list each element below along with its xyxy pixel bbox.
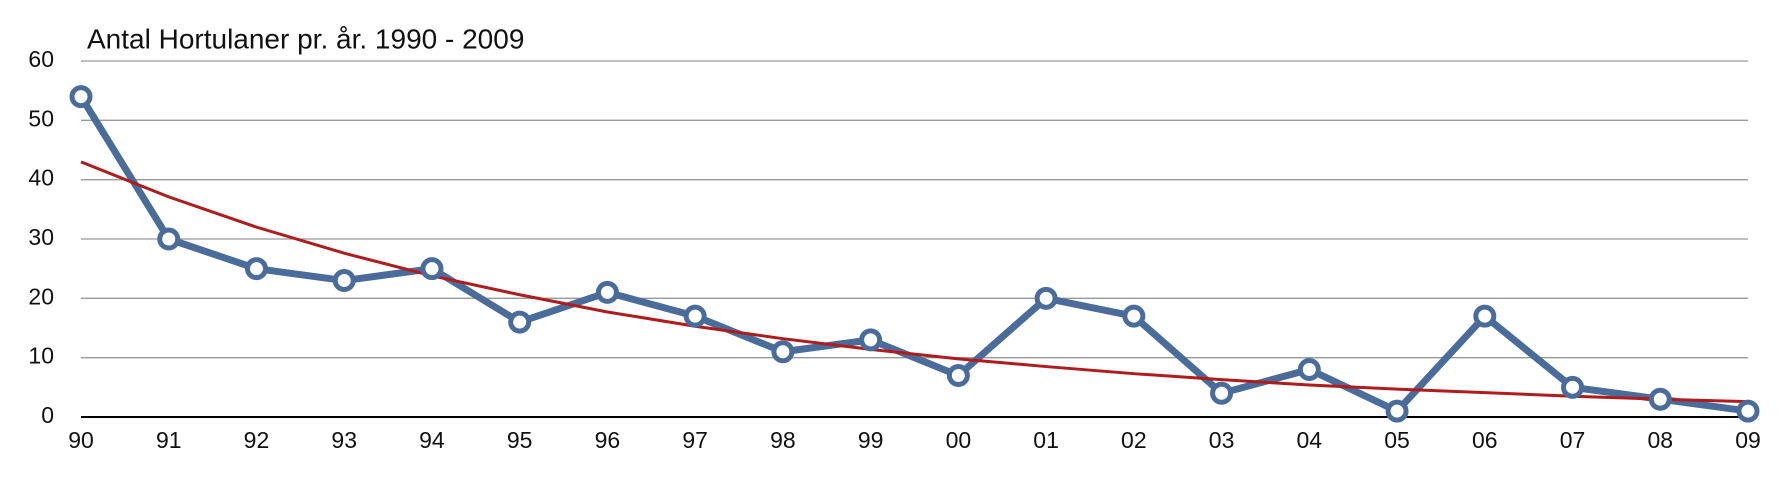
marker	[157, 227, 181, 251]
x-tick-label: 01	[1033, 427, 1059, 453]
series-line	[78, 94, 1749, 415]
marker	[1297, 358, 1321, 382]
x-tick-label: 91	[156, 427, 182, 453]
marker	[859, 328, 883, 352]
marker	[508, 310, 532, 334]
x-tick-label: 05	[1384, 427, 1410, 453]
x-tick-label: 98	[770, 427, 796, 453]
x-tick-label: 97	[682, 427, 708, 453]
x-tick-label: 02	[1121, 427, 1147, 453]
y-tick-label: 60	[28, 46, 54, 72]
marker	[1122, 304, 1146, 328]
marker	[1034, 286, 1058, 310]
marker	[595, 280, 619, 304]
marker	[69, 85, 93, 109]
x-tick-label: 09	[1735, 427, 1761, 453]
y-tick-label: 30	[28, 224, 54, 250]
chart-title: Antal Hortulaner pr. år. 1990 - 2009	[87, 23, 524, 54]
x-tick-label: 04	[1297, 427, 1323, 453]
marker	[1648, 387, 1672, 411]
marker	[683, 304, 707, 328]
x-tick-label: 92	[244, 427, 270, 453]
x-tick-label: 06	[1472, 427, 1498, 453]
x-tick-label: 94	[419, 427, 445, 453]
x-tick-label: 03	[1209, 427, 1235, 453]
marker	[1736, 399, 1760, 423]
x-tick-label: 96	[595, 427, 621, 453]
y-tick-label: 20	[28, 283, 54, 309]
y-tick-label: 50	[28, 105, 54, 131]
marker	[1561, 375, 1585, 399]
marker	[1210, 381, 1234, 405]
x-tick-label: 00	[946, 427, 972, 453]
marker	[332, 269, 356, 293]
x-tick-label: 08	[1647, 427, 1673, 453]
trend-line	[80, 160, 1749, 404]
marker	[1473, 304, 1497, 328]
x-tick-label: 90	[68, 427, 94, 453]
marker	[1385, 399, 1409, 423]
y-tick-label: 40	[28, 165, 54, 191]
x-tick-label: 99	[858, 427, 884, 453]
marker	[420, 257, 444, 281]
marker	[771, 340, 795, 364]
y-tick-label: 0	[41, 402, 54, 428]
x-tick-label: 07	[1560, 427, 1586, 453]
marker	[244, 257, 268, 281]
marker	[946, 363, 970, 387]
x-tick-label: 93	[331, 427, 357, 453]
x-tick-label: 95	[507, 427, 533, 453]
y-tick-label: 10	[28, 343, 54, 369]
